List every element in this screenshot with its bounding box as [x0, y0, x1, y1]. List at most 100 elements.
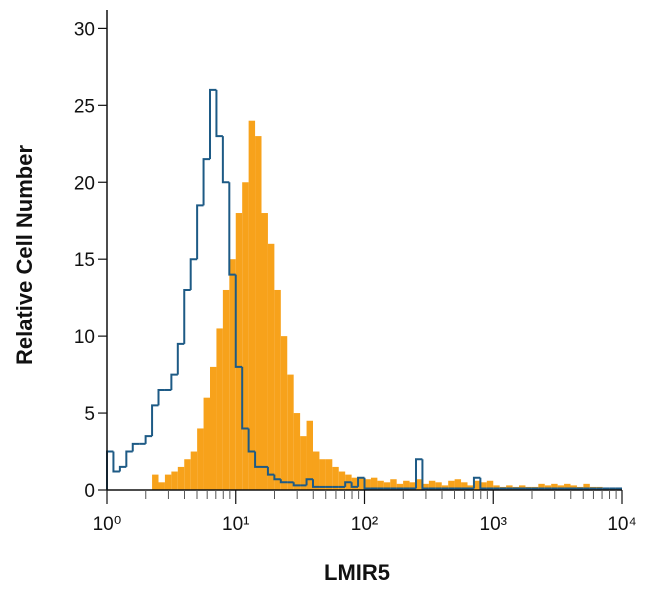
histogram-step — [350, 482, 359, 488]
histogram-bar — [158, 482, 165, 490]
histogram-bar — [461, 482, 468, 490]
histogram-step — [151, 404, 159, 437]
histogram-step — [311, 479, 320, 488]
histogram-bar — [222, 289, 230, 490]
histogram-step — [266, 466, 275, 476]
histogram-bar — [364, 479, 371, 490]
histogram-step — [479, 477, 487, 490]
x-axis-title: LMIR5 — [324, 560, 390, 585]
histogram-bar — [152, 474, 159, 490]
histogram-bar — [184, 459, 191, 490]
histogram-step — [363, 477, 371, 490]
histogram-step — [273, 474, 281, 481]
histogram-bar — [551, 483, 558, 490]
x-tick-label: 10³ — [480, 514, 507, 535]
histogram-step — [221, 136, 230, 184]
histogram-bar — [473, 480, 481, 490]
histogram-bar — [267, 243, 275, 490]
histogram-bar — [358, 477, 365, 490]
histogram-step — [170, 373, 178, 390]
histogram-bar — [261, 213, 268, 490]
histogram-bar — [171, 471, 178, 490]
x-tick-label: 10⁰ — [93, 514, 122, 535]
histogram-step — [131, 442, 140, 452]
histogram-step — [421, 459, 429, 490]
histogram-bar — [325, 459, 333, 490]
histogram-bar — [564, 483, 571, 490]
histogram-step — [415, 458, 423, 489]
histogram-step — [176, 342, 185, 375]
histogram-bar — [583, 483, 590, 490]
histogram-step — [241, 366, 249, 430]
histogram-step — [234, 274, 243, 368]
y-tick-label: 10 — [74, 327, 95, 348]
histogram-bar — [377, 480, 384, 490]
histogram-bar — [229, 259, 236, 490]
histogram-step — [228, 182, 236, 276]
histogram-bar — [190, 451, 198, 490]
histogram-step — [357, 476, 365, 487]
x-tick-label: 10⁴ — [607, 514, 636, 535]
histogram-bar — [216, 328, 223, 490]
histogram-bar — [448, 480, 455, 490]
y-tick-label: 5 — [84, 404, 95, 425]
histogram-step — [209, 88, 217, 160]
histogram-bar — [338, 471, 346, 490]
histogram-bar — [248, 120, 256, 490]
histogram-step — [472, 476, 481, 489]
histogram-bar — [164, 474, 172, 490]
histogram-step — [279, 479, 288, 484]
histogram-bar — [177, 466, 185, 490]
x-tick-label: 10² — [351, 514, 378, 535]
histogram-bar — [312, 451, 320, 490]
y-tick-label: 15 — [74, 250, 95, 271]
histogram-step — [189, 258, 198, 290]
histogram-bar — [210, 366, 217, 490]
histogram-bar — [242, 182, 249, 491]
histogram-bar — [403, 480, 410, 490]
histogram-bar — [370, 477, 378, 490]
histogram-bar — [383, 482, 391, 490]
y-tick-label: 30 — [74, 19, 95, 40]
histogram-bar — [280, 336, 288, 490]
histogram-bar — [428, 480, 436, 490]
histogram-bar — [332, 466, 339, 490]
y-tick-label: 20 — [74, 173, 95, 194]
histogram-step — [344, 481, 352, 487]
histogram-step — [157, 388, 165, 406]
histogram-bar — [306, 420, 313, 490]
histogram-bar — [486, 480, 494, 490]
histogram-step — [183, 288, 191, 344]
histogram-bar — [416, 479, 423, 490]
x-tick-label: 10¹ — [222, 514, 249, 535]
histogram-bar — [287, 374, 294, 490]
histogram-step — [292, 482, 301, 487]
y-tick-label: 25 — [74, 96, 95, 117]
histogram-bar — [480, 482, 487, 490]
histogram-bar — [235, 213, 243, 490]
histogram-step — [254, 451, 262, 468]
y-tick-label: 0 — [84, 481, 95, 502]
histogram-bar — [319, 459, 326, 490]
histogram-bar — [390, 479, 397, 490]
histogram-bar — [351, 477, 359, 490]
histogram-bar — [197, 428, 204, 490]
histogram-step — [247, 428, 256, 453]
histogram-bar — [409, 482, 417, 490]
histogram-step — [112, 451, 120, 473]
histogram-step — [215, 89, 223, 138]
histogram-bar — [422, 483, 429, 490]
histogram-step — [144, 435, 153, 444]
histogram-bar — [435, 482, 442, 490]
histogram-bar — [293, 413, 301, 490]
histogram-bar — [203, 397, 211, 490]
y-axis-title: Relative Cell Number — [12, 145, 37, 366]
histogram-step — [196, 204, 204, 260]
histogram-step — [118, 465, 127, 472]
histogram-bar — [396, 483, 404, 490]
histogram-step — [305, 478, 313, 486]
histogram-step — [202, 158, 211, 206]
histogram-bar — [454, 479, 462, 490]
histogram-bar — [255, 136, 262, 490]
